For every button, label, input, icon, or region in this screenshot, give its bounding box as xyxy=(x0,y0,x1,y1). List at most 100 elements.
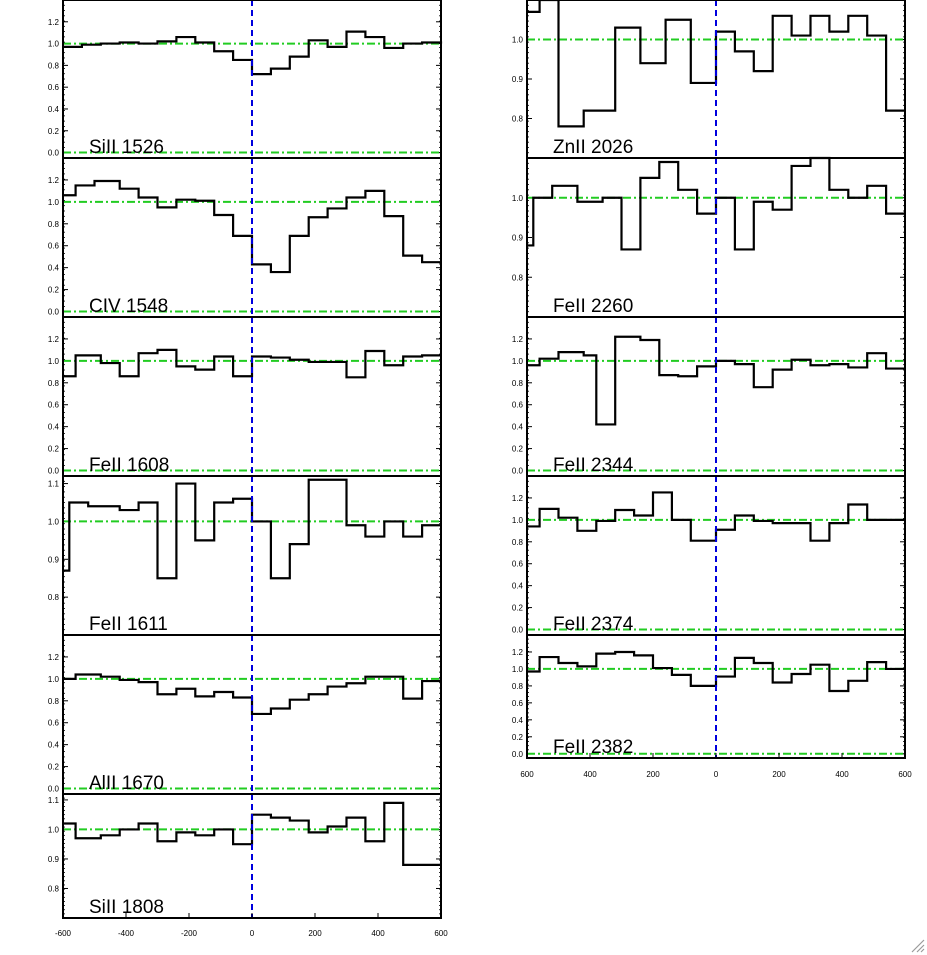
y-tick-label: 0.4 xyxy=(512,716,524,725)
ion-label: FeII 1611 xyxy=(89,614,168,635)
x-tick-label: 400 xyxy=(583,770,597,779)
y-tick-label: 0.4 xyxy=(512,582,524,591)
y-tick-label: 1.1 xyxy=(48,796,60,805)
y-tick-label: 0.9 xyxy=(48,555,60,564)
y-tick-label: 0.9 xyxy=(512,75,524,84)
y-tick-label: 0.0 xyxy=(512,467,524,476)
y-tick-label: 1.0 xyxy=(48,825,60,834)
panel-znii-2026: 0.8 0.9 1.0 ZnII 2026 xyxy=(512,0,906,159)
y-tick-label: 0.0 xyxy=(48,785,60,794)
y-tick-label: 1.0 xyxy=(48,357,60,366)
y-tick-label: 0.2 xyxy=(512,445,524,454)
y-tick-label: 1.0 xyxy=(48,675,60,684)
y-tick-label: 0.8 xyxy=(512,115,524,124)
x-tick-label: -400 xyxy=(118,929,135,938)
y-tick-label: 0.8 xyxy=(48,697,60,706)
y-tick-label: 0.8 xyxy=(512,538,524,547)
y-tick-label: 0.6 xyxy=(48,719,60,728)
y-tick-label: 0.0 xyxy=(512,750,524,759)
x-tick-label: 200 xyxy=(646,770,660,779)
x-tick-label: 200 xyxy=(308,929,322,938)
y-tick-label: 1.0 xyxy=(512,665,524,674)
panel-feii-1608: 0.0 0.2 0.4 0.6 0.8 1.0 1.2 FeII 1608 xyxy=(48,316,442,477)
y-tick-label: 0.6 xyxy=(512,560,524,569)
y-tick-label: 0.8 xyxy=(48,884,60,893)
resize-grip-icon[interactable] xyxy=(909,937,925,953)
y-tick-label: 1.0 xyxy=(48,198,60,207)
y-tick-label: 0.8 xyxy=(48,61,60,70)
x-tick-label: 400 xyxy=(371,929,385,938)
ion-label: AlII 1670 xyxy=(89,773,164,794)
y-tick-label: 0.8 xyxy=(512,682,524,691)
x-tick-label: 200 xyxy=(772,770,786,779)
y-tick-label: 1.2 xyxy=(512,494,524,503)
ion-label: FeII 1608 xyxy=(89,455,169,476)
y-tick-label: 0.8 xyxy=(512,379,524,388)
x-tick-label: 0 xyxy=(250,929,255,938)
y-tick-label: 1.2 xyxy=(48,176,60,185)
y-tick-label: 1.2 xyxy=(512,648,524,657)
x-tick-label: 0 xyxy=(714,770,719,779)
panel-feii-2344: 0.0 0.2 0.4 0.6 0.8 1.0 1.2 FeII 2344 xyxy=(512,316,906,477)
y-tick-label: 1.1 xyxy=(48,480,60,489)
y-tick-label: 1.0 xyxy=(512,36,524,45)
y-tick-label: 0.9 xyxy=(512,234,524,243)
flux-histogram xyxy=(527,0,905,128)
y-tick-label: 0.8 xyxy=(48,220,60,229)
panel-siii-1526: 0.0 0.2 0.4 0.6 0.8 1.0 1.2 SiII 1526 xyxy=(48,0,443,159)
y-tick-label: 0.8 xyxy=(512,273,524,282)
y-tick-label: 1.0 xyxy=(48,517,60,526)
y-tick-label: 0.0 xyxy=(512,626,524,635)
ion-label: SiII 1808 xyxy=(89,897,164,918)
panel-feii-1611: 0.8 0.9 1.0 1.1 FeII 1611 xyxy=(48,475,442,636)
panel-feii-2260: 0.8 0.9 1.0 FeII 2260 xyxy=(512,156,906,318)
y-tick-label: 0.0 xyxy=(48,308,60,317)
y-tick-label: 0.8 xyxy=(48,593,60,602)
panel-siii-1808: 0.8 0.9 1.0 1.1 SiII 1808 xyxy=(48,793,442,919)
y-tick-label: 0.2 xyxy=(512,604,524,613)
y-tick-label: 0.6 xyxy=(48,242,60,251)
y-tick-label: 0.4 xyxy=(48,741,60,750)
y-tick-label: 0.6 xyxy=(48,401,60,410)
y-tick-label: 1.0 xyxy=(512,516,524,525)
x-tick-label: 600 xyxy=(520,770,534,779)
y-tick-label: 0.8 xyxy=(48,379,60,388)
y-tick-label: 0.4 xyxy=(48,105,60,114)
y-tick-label: 0.0 xyxy=(48,467,60,476)
y-tick-label: 0.2 xyxy=(512,733,524,742)
y-tick-label: 0.4 xyxy=(48,423,60,432)
x-tick-label: -200 xyxy=(181,929,198,938)
y-tick-label: 0.6 xyxy=(512,401,524,410)
y-tick-label: 0.4 xyxy=(48,264,60,273)
y-tick-label: 0.2 xyxy=(48,763,60,772)
y-tick-label: 0.6 xyxy=(512,699,524,708)
y-tick-label: 0.2 xyxy=(48,445,60,454)
x-tick-label: 400 xyxy=(835,770,849,779)
panel-feii-2382: 0.0 0.2 0.4 0.6 0.8 1.0 1.2 FeII 2382 600 400 200 0… xyxy=(512,634,912,779)
y-tick-label: 1.2 xyxy=(48,335,60,344)
y-tick-label: 0.9 xyxy=(48,855,60,864)
flux-histogram xyxy=(527,491,905,542)
y-tick-label: 0.2 xyxy=(48,127,60,136)
flux-histogram xyxy=(527,335,905,426)
y-tick-label: 1.2 xyxy=(48,653,60,662)
flux-histogram xyxy=(527,156,905,251)
y-tick-label: 1.2 xyxy=(48,18,60,27)
y-tick-label: 1.0 xyxy=(512,194,524,203)
flux-histogram xyxy=(527,650,905,693)
x-tick-label: 600 xyxy=(898,770,912,779)
y-tick-label: 0.0 xyxy=(48,149,60,158)
ion-label: SiII 1526 xyxy=(89,137,164,158)
panel-civ-1548: 0.0 0.2 0.4 0.6 0.8 1.0 1.2 CIV 1548 xyxy=(48,157,442,318)
x-tick-label: 600 xyxy=(434,929,448,938)
panel-feii-2374: 0.0 0.2 0.4 0.6 0.8 1.0 1.2 FeII 2374 xyxy=(512,475,906,636)
y-tick-label: 0.2 xyxy=(48,286,60,295)
ion-label: FeII 2260 xyxy=(553,296,633,317)
y-tick-label: 0.6 xyxy=(48,83,60,92)
y-tick-label: 1.0 xyxy=(512,357,524,366)
flux-histogram xyxy=(63,348,441,379)
y-tick-label: 1.0 xyxy=(48,40,60,49)
x-tick-label: -600 xyxy=(55,929,72,938)
panel-alii-1670: 0.0 0.2 0.4 0.6 0.8 1.0 1.2 AlII 1670 xyxy=(48,634,442,795)
